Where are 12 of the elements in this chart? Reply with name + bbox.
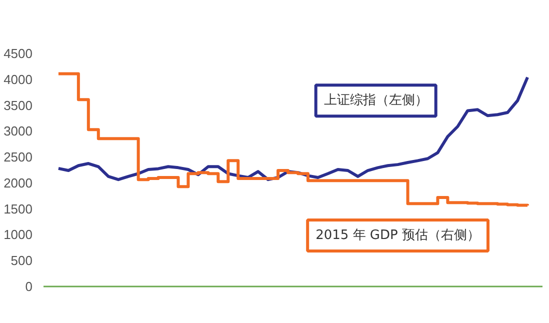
y-tick-label: 3500 <box>4 98 32 113</box>
y-tick-label: 3000 <box>4 124 32 139</box>
y-tick-label: 2000 <box>4 175 32 190</box>
y-tick-label: 1500 <box>4 201 32 216</box>
y-tick-label: 0 <box>25 279 33 294</box>
y-tick-label: 2500 <box>4 150 32 165</box>
y-tick-label: 4500 <box>4 46 32 61</box>
text: 上证综指（左侧） <box>324 93 428 108</box>
y-tick-label: 1000 <box>4 227 32 242</box>
y-tick-label: 500 <box>10 253 33 268</box>
y-tick-label: 4000 <box>4 72 32 87</box>
series-label: 2015 年 GDP 预估（右侧） <box>316 228 480 243</box>
